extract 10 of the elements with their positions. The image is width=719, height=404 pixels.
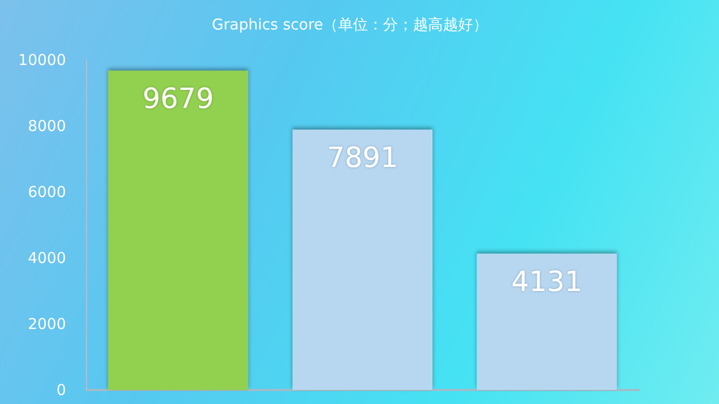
y-tick-label: 0 [56, 381, 66, 399]
data-label: 9679 [142, 82, 214, 116]
data-label: 7891 [326, 141, 398, 174]
y-tick-label: 10000 [18, 51, 66, 69]
y-tick-label: 4000 [28, 249, 66, 267]
y-tick-label: 2000 [28, 315, 66, 333]
data-label: 4131 [511, 265, 582, 298]
chart-title: Graphics score（单位：分；越高越好） [212, 16, 488, 34]
y-tick-label: 8000 [28, 117, 66, 135]
y-tick-label: 6000 [28, 183, 66, 201]
